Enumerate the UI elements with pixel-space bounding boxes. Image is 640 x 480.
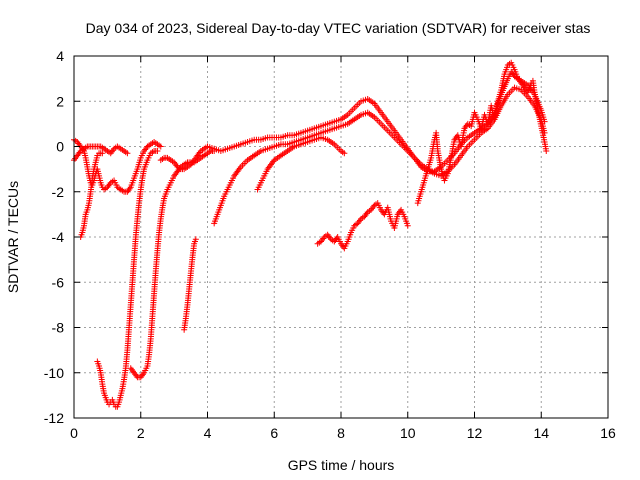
data-point [404, 222, 411, 229]
series-early-flat [71, 143, 131, 164]
series-early-branch-low [77, 150, 106, 240]
data-point [99, 150, 106, 157]
series-deep-dip-2 [127, 148, 218, 381]
series-late-spiky [414, 59, 550, 207]
series-mid-dip [181, 236, 199, 333]
x-axis-label: GPS time / hours [288, 457, 395, 473]
data-point [192, 236, 199, 243]
series-early-dip-1 [71, 136, 164, 195]
chart-title: Day 034 of 2023, Sidereal Day-to-day VTE… [86, 20, 591, 36]
y-tick-label: -12 [44, 410, 64, 426]
series-rising-3 [254, 134, 348, 193]
data-points [71, 59, 550, 410]
data-point [543, 148, 550, 155]
y-tick-label: -8 [52, 320, 65, 336]
x-tick-label: 12 [467, 425, 483, 441]
x-tick-label: 6 [270, 425, 278, 441]
data-point [157, 143, 164, 150]
x-tick-label: 4 [204, 425, 212, 441]
x-tick-label: 8 [337, 425, 345, 441]
data-point [341, 150, 348, 157]
y-tick-label: -10 [44, 365, 64, 381]
x-tick-label: 2 [137, 425, 145, 441]
series-deep-dip-1 [94, 148, 161, 410]
y-tick-label: -6 [52, 274, 65, 290]
data-point [124, 150, 131, 157]
x-tick-label: 16 [600, 425, 616, 441]
y-axis-label: SDTVAR / TECUs [5, 181, 21, 293]
y-tick-label: -2 [52, 184, 65, 200]
y-tick-label: 0 [56, 139, 64, 155]
axis-ticks: 0 2 4 6 8 10 12 14 16 -12 -10 -8 -6 -4 -2 0 2 4 [44, 48, 616, 441]
data-point [154, 148, 161, 155]
y-tick-label: 4 [56, 48, 64, 64]
grid-lines [74, 56, 608, 418]
series-rising-2 [211, 84, 548, 227]
y-tick-label: 2 [56, 93, 64, 109]
y-tick-label: -4 [52, 229, 65, 245]
x-tick-label: 0 [70, 425, 78, 441]
x-tick-label: 10 [400, 425, 416, 441]
series-late-low [314, 200, 411, 252]
x-tick-label: 14 [533, 425, 549, 441]
